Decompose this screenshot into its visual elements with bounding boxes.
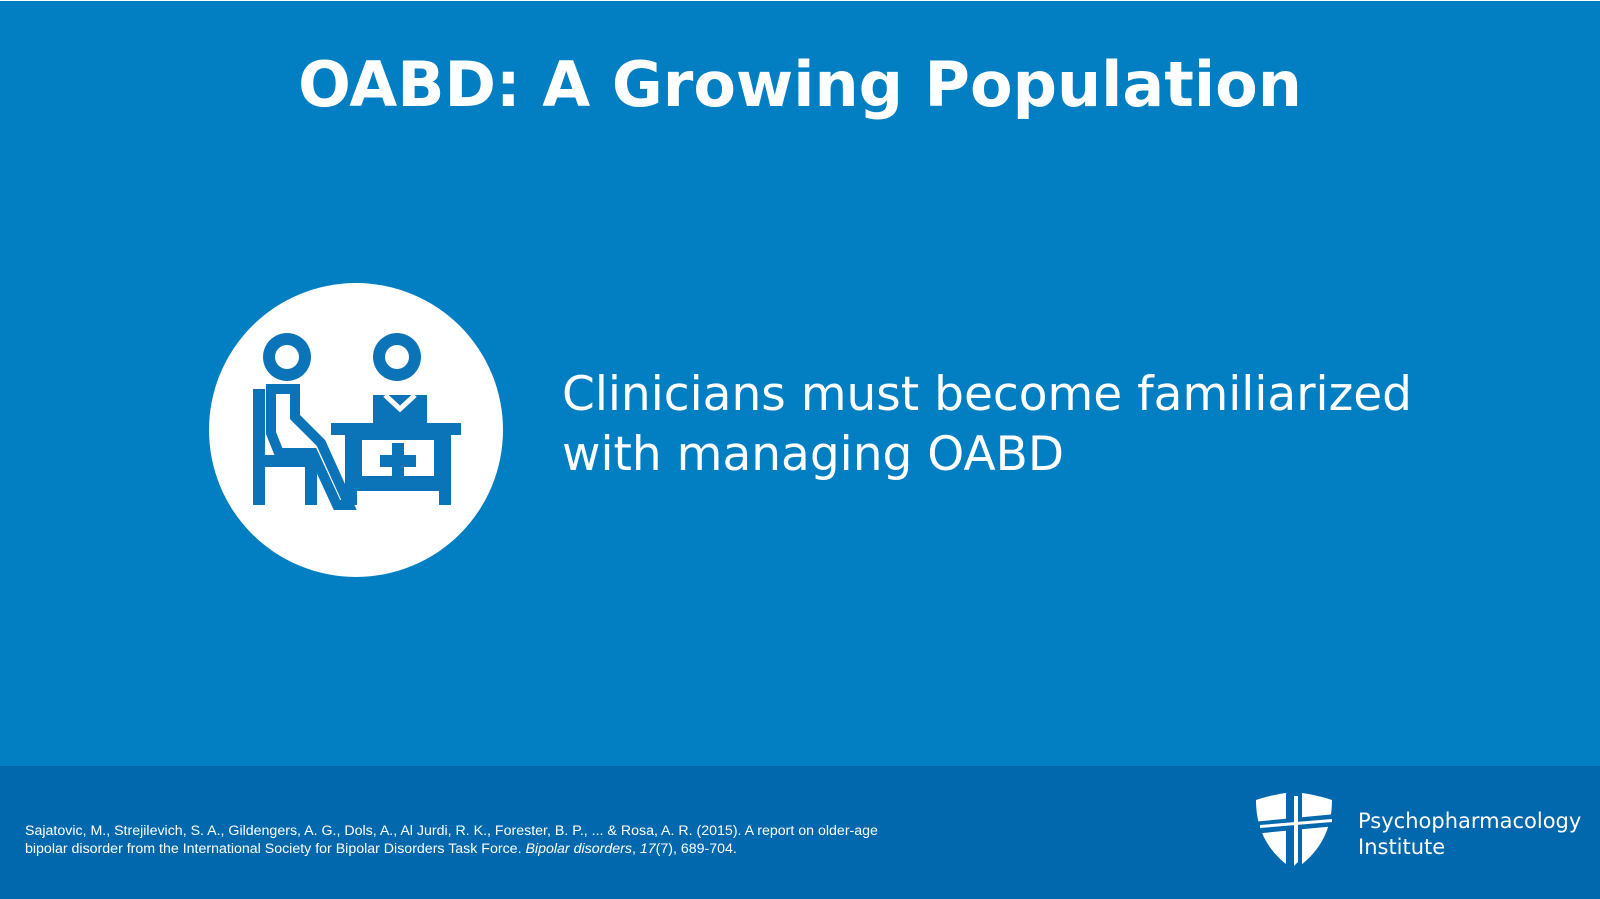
key-message-line-2: with managing OABD [562, 427, 1065, 482]
brand-name: Psychopharmacology Institute [1358, 808, 1581, 860]
citation-separator: , [631, 841, 640, 857]
reference-citation: Sajatovic, M., Strejilevich, S. A., Gild… [25, 822, 985, 858]
key-message: Clinicians must become familiarized with… [562, 365, 1522, 485]
shield-cross-icon [1252, 792, 1336, 870]
citation-journal: Bipolar disorders [525, 841, 632, 857]
citation-authors: Sajatovic, M., Strejilevich, S. A., Gild… [25, 823, 878, 839]
citation-issue-pages: (7), 689-704. [655, 841, 737, 857]
slide-title: OABD: A Growing Population [298, 48, 1302, 121]
citation-title: bipolar disorder from the International … [25, 841, 526, 857]
key-message-line-1: Clinicians must become familiarized [562, 367, 1413, 422]
clinician-patient-consultation-icon [209, 283, 503, 577]
brand-name-line-2: Institute [1358, 835, 1446, 859]
brand-name-line-1: Psychopharmacology [1358, 809, 1582, 833]
clinician-patient-consultation-icon-graphic [253, 333, 461, 510]
footer-bar: Sajatovic, M., Strejilevich, S. A., Gild… [0, 766, 1600, 899]
citation-volume: 17 [639, 841, 656, 857]
